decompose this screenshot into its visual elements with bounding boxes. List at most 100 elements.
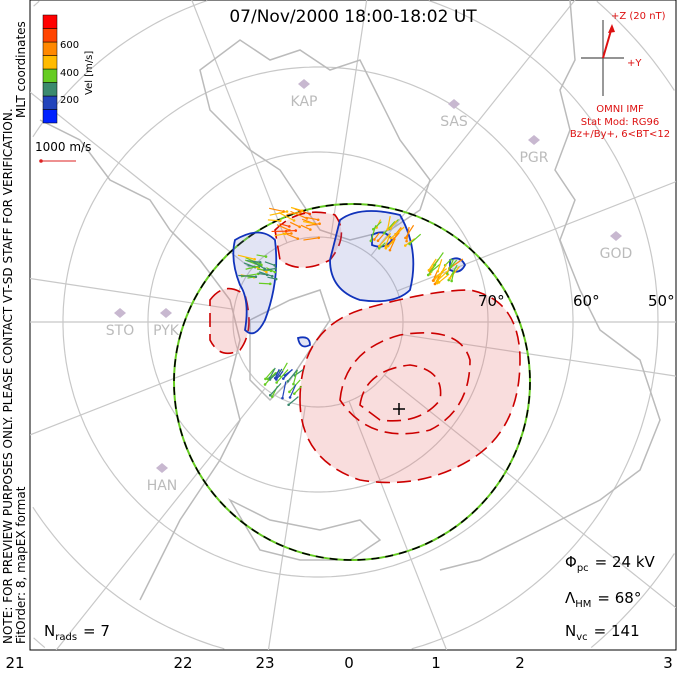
velocity-vector <box>238 274 256 278</box>
hm-latitude: ΛHM = 68° <box>565 589 641 610</box>
velocity-vector <box>387 215 391 230</box>
colorbar-swatch <box>42 41 58 56</box>
preview-note: NOTE: FOR PREVIEW PURPOSES ONLY. PLEASE … <box>1 108 15 644</box>
velocity-vector <box>303 237 319 241</box>
mlt-meridian <box>191 0 288 244</box>
velocity-vector <box>300 224 311 231</box>
radar-label-sto: STO <box>106 323 134 339</box>
velocity-vector <box>373 232 380 240</box>
potential-max-marker <box>393 403 405 415</box>
radar-label-kap: KAP <box>291 94 318 110</box>
imf-z-label: +Z (20 nT) <box>611 11 666 22</box>
vector-origin <box>254 275 258 279</box>
mlt-meridian <box>348 400 448 650</box>
vector-origin <box>294 229 298 232</box>
velocity-vector <box>404 238 416 247</box>
velocity-vector <box>385 240 395 249</box>
map-title: 07/Nov/2000 18:00-18:02 UT <box>229 7 477 27</box>
radar-site-icon <box>156 463 168 473</box>
colorbar-swatch <box>42 28 58 43</box>
velocity-vector <box>263 267 276 271</box>
imf-condition: Bz+/By+, 6<BT<12 <box>570 129 670 140</box>
colorbar-swatch <box>42 14 58 29</box>
vector-count: Nvc = 141 <box>565 622 640 643</box>
velocity-vector <box>258 282 271 285</box>
velocity-vector <box>383 221 396 234</box>
velocity-vector <box>406 226 410 242</box>
velocity-vector <box>289 221 300 228</box>
reference-vector <box>39 159 76 163</box>
velocity-vector <box>377 234 384 242</box>
velocity-vector <box>243 262 256 268</box>
hm-boundary <box>173 203 531 561</box>
velocity-vector <box>293 385 303 395</box>
velocity-vector <box>378 242 386 249</box>
velocity-vector <box>267 276 277 280</box>
velocity-vector <box>287 369 298 382</box>
mlt-tick-label: 23 <box>255 654 274 672</box>
velocity-vector <box>278 212 295 222</box>
dawn-cell-outer <box>329 210 415 303</box>
velocity-vector <box>378 232 392 247</box>
lat-label-60: 60° <box>573 292 600 310</box>
velocity-vector <box>286 211 301 216</box>
velocity-vector <box>432 271 438 281</box>
velocity-vector <box>292 369 298 385</box>
mlt-meridian <box>30 91 252 270</box>
colorbar-swatch <box>42 95 58 110</box>
latitude-circle <box>33 0 675 649</box>
velocity-vector <box>289 384 297 398</box>
velocity-vector <box>245 264 262 270</box>
velocity-vector <box>286 233 298 240</box>
radar-label-god: GOD <box>600 246 633 262</box>
colorbar-swatch <box>42 68 58 83</box>
velocity-vector <box>290 206 303 212</box>
mlt-meridian <box>30 277 235 310</box>
radar-count: Nrads = 7 <box>44 622 110 643</box>
dawn-cell-inner <box>371 231 394 248</box>
fit-order-info: FitOrder: 8, mapEX format <box>14 486 28 644</box>
velocity-vector <box>269 367 276 379</box>
mlt-tick-label: 21 <box>5 654 24 672</box>
lat-label-70: 70° <box>478 292 505 310</box>
velocity-vector <box>385 233 391 247</box>
dusk-cell-middle <box>339 332 471 435</box>
velocity-vector <box>276 369 289 383</box>
vector-origin <box>278 219 282 223</box>
radar-site-icon <box>114 308 126 318</box>
velocity-vector <box>450 259 458 268</box>
velocity-vector <box>252 260 265 270</box>
velocity-vector <box>390 220 398 229</box>
velocity-vector <box>305 216 319 221</box>
colorbar-swatch <box>42 55 58 70</box>
colorbar-tick-400: 400 <box>60 68 79 79</box>
mlt-meridian <box>267 405 306 650</box>
velocity-vector <box>258 272 268 276</box>
radar-site-icon <box>448 99 460 109</box>
colorbar-label: Vel [m/s] <box>84 51 95 95</box>
radar-site-icon <box>528 135 540 145</box>
velocity-vector <box>237 254 255 260</box>
lat-label-50: 50° <box>648 292 675 310</box>
velocity-vector <box>276 224 290 231</box>
dusk-cell-outer <box>299 289 521 484</box>
coordinate-system-label: MLT coordinates <box>14 21 28 118</box>
imf-dial <box>581 20 624 96</box>
velocity-vector <box>372 221 382 230</box>
velocity-vector <box>449 266 460 279</box>
radar-label-han: HAN <box>147 478 178 494</box>
mlt-meridian <box>384 374 676 609</box>
lat-lon-grid <box>30 0 676 650</box>
velocity-vector <box>269 207 284 213</box>
velocity-vector <box>274 233 286 237</box>
velocity-vector <box>390 226 405 239</box>
velocity-vector <box>441 263 447 273</box>
stat-model: Stat Mod: RG96 <box>581 117 660 128</box>
cross-polar-potential: Φpc = 24 kV <box>565 553 656 574</box>
velocity-vector <box>302 220 314 225</box>
radar-site-icon <box>160 308 172 318</box>
velocity-vector <box>428 258 437 271</box>
velocity-vector <box>404 224 415 239</box>
mlt-axis: 21 22 23 0 1 2 3 <box>5 654 672 672</box>
